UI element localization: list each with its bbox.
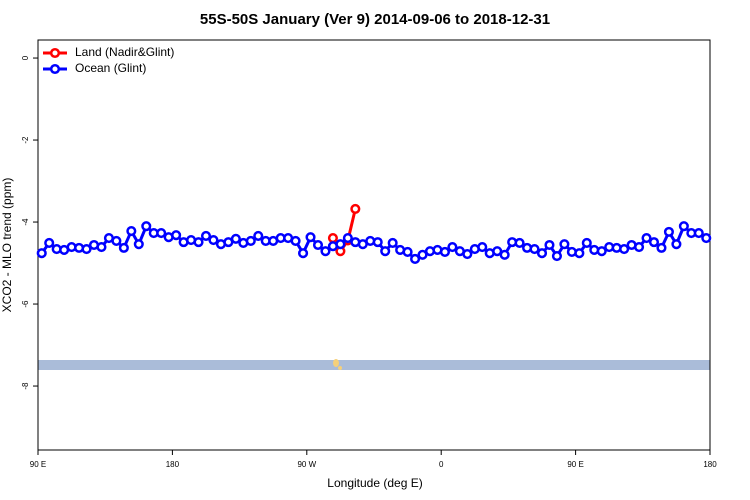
- land-spot: [333, 359, 339, 367]
- y-axis-label: XCO2 - MLO trend (ppm): [0, 178, 14, 313]
- data-point: [693, 228, 704, 239]
- data-point: [298, 248, 309, 259]
- data-point: [171, 230, 182, 241]
- data-point: [44, 237, 55, 248]
- chart-title: 55S-50S January (Ver 9) 2014-09-06 to 20…: [200, 11, 550, 28]
- data-point: [641, 232, 652, 244]
- plot-frame: [37, 39, 711, 451]
- y-tick-label: -2: [21, 136, 30, 144]
- data-point: [200, 230, 212, 242]
- data-point: [342, 232, 353, 244]
- data-point: [492, 246, 503, 257]
- x-tick-label: 90 E: [30, 460, 46, 469]
- data-point: [372, 237, 383, 248]
- data-point: [141, 221, 152, 232]
- data-point: [126, 226, 137, 237]
- data-point: [447, 242, 458, 253]
- data-point: [320, 246, 331, 257]
- data-point: [230, 233, 241, 244]
- legend-label: Ocean (Glint): [75, 61, 146, 75]
- x-axis-label: Longitude (deg E): [327, 476, 422, 490]
- data-point: [290, 235, 301, 246]
- data-point: [701, 232, 712, 244]
- data-point: [634, 242, 645, 253]
- data-point: [133, 239, 144, 250]
- data-point: [327, 232, 338, 244]
- data-point: [619, 244, 630, 255]
- x-tick-label: 180: [166, 460, 180, 469]
- data-point: [529, 244, 540, 255]
- legend-label: Land (Nadir&Glint): [75, 45, 174, 59]
- data-point: [477, 242, 488, 253]
- data-point: [81, 244, 92, 255]
- data-point: [193, 237, 204, 248]
- data-point: [671, 239, 682, 250]
- data-point: [544, 239, 555, 251]
- data-point: [574, 248, 585, 259]
- data-point: [253, 230, 264, 242]
- map-strip: [38, 360, 710, 370]
- data-point: [439, 246, 450, 258]
- land-spot: [338, 366, 342, 370]
- data-point: [551, 251, 562, 262]
- data-point: [312, 239, 324, 251]
- data-point: [335, 239, 346, 250]
- data-point: [350, 203, 361, 214]
- legend-marker: [49, 63, 61, 75]
- data-point: [156, 228, 167, 239]
- data-point: [559, 239, 570, 250]
- data-point: [118, 242, 129, 253]
- data-point: [514, 237, 525, 248]
- data-point: [596, 246, 607, 257]
- data-point: [678, 221, 689, 232]
- y-tick-label: -6: [21, 300, 30, 308]
- data-point: [96, 242, 107, 253]
- y-tick-label: -8: [21, 382, 30, 390]
- x-tick-label: 180: [703, 460, 717, 469]
- data-point: [380, 246, 391, 257]
- data-point: [208, 235, 219, 246]
- data-point: [305, 232, 316, 243]
- data-point: [581, 237, 592, 248]
- data-point: [417, 249, 428, 260]
- data-point: [36, 248, 47, 259]
- data-point: [656, 242, 667, 253]
- x-tick-label: 0: [439, 460, 444, 469]
- data-point: [536, 248, 548, 259]
- x-tick-label: 90 E: [567, 460, 583, 469]
- data-point: [663, 226, 674, 237]
- data-point: [402, 246, 413, 258]
- data-point: [245, 235, 256, 246]
- legend-marker: [49, 47, 61, 59]
- data-point: [387, 237, 398, 248]
- y-tick-label: 0: [21, 55, 30, 60]
- data-point: [499, 249, 510, 260]
- data-point: [648, 237, 660, 248]
- data-point: [111, 235, 122, 246]
- data-point: [410, 253, 421, 264]
- x-tick-label: 90 W: [297, 460, 316, 469]
- y-tick-label: -4: [21, 218, 30, 226]
- data-point: [462, 248, 473, 260]
